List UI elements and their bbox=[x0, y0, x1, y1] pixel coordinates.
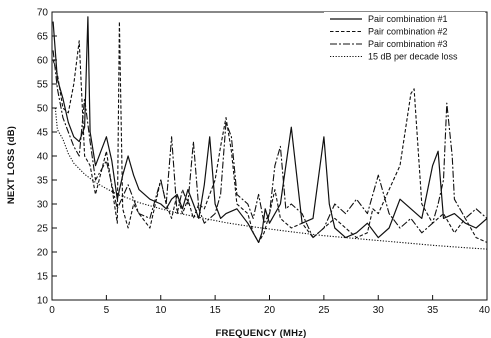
x-tick-label: 5 bbox=[104, 305, 110, 316]
y-axis-label: NEXT LOSS (dB) bbox=[6, 126, 17, 204]
axes: 10 15 20 25 30 35 40 45 50 55 60 65 70 0 5 10 15 20 25 30 35… bbox=[37, 8, 491, 317]
plot-area bbox=[52, 16, 487, 250]
x-tick-label: 40 bbox=[479, 305, 491, 316]
legend-label: Pair combination #2 bbox=[368, 27, 448, 37]
y-tick-label: 10 bbox=[37, 296, 49, 307]
y-tick-label: 50 bbox=[37, 104, 49, 115]
x-tick-label: 15 bbox=[210, 305, 222, 316]
y-tick-label: 55 bbox=[37, 80, 49, 91]
series-line-1 bbox=[52, 16, 487, 243]
legend-label: 15 dB per decade loss bbox=[368, 52, 458, 62]
legend: Pair combination #1 Pair combination #2 Pa… bbox=[324, 12, 485, 68]
y-tick-label: 30 bbox=[37, 200, 49, 211]
y-tick-label: 35 bbox=[37, 176, 49, 187]
y-tick-label: 60 bbox=[37, 56, 49, 67]
legend-label: Pair combination #3 bbox=[368, 39, 448, 49]
y-tick-label: 45 bbox=[37, 128, 49, 139]
x-axis-label: FREQUENCY (MHz) bbox=[216, 328, 307, 338]
y-tick-label: 20 bbox=[37, 248, 49, 259]
x-tick-label: 25 bbox=[318, 305, 330, 316]
y-tick-label: 40 bbox=[37, 152, 49, 163]
series-line-2 bbox=[52, 21, 487, 243]
x-tick-label: 10 bbox=[155, 305, 167, 316]
x-tick-label: 20 bbox=[264, 305, 276, 316]
series-line-3 bbox=[52, 50, 487, 239]
y-tick-label: 15 bbox=[37, 272, 49, 283]
y-tick-label: 70 bbox=[37, 8, 49, 19]
y-tick-label: 65 bbox=[37, 32, 49, 43]
y-tick-label: 25 bbox=[37, 224, 49, 235]
x-tick-label: 0 bbox=[49, 305, 55, 316]
series-line-4 bbox=[54, 107, 487, 250]
legend-label: Pair combination #1 bbox=[368, 14, 448, 24]
legend-background bbox=[324, 12, 485, 68]
x-tick-label: 35 bbox=[427, 305, 439, 316]
x-tick-label: 30 bbox=[373, 305, 385, 316]
